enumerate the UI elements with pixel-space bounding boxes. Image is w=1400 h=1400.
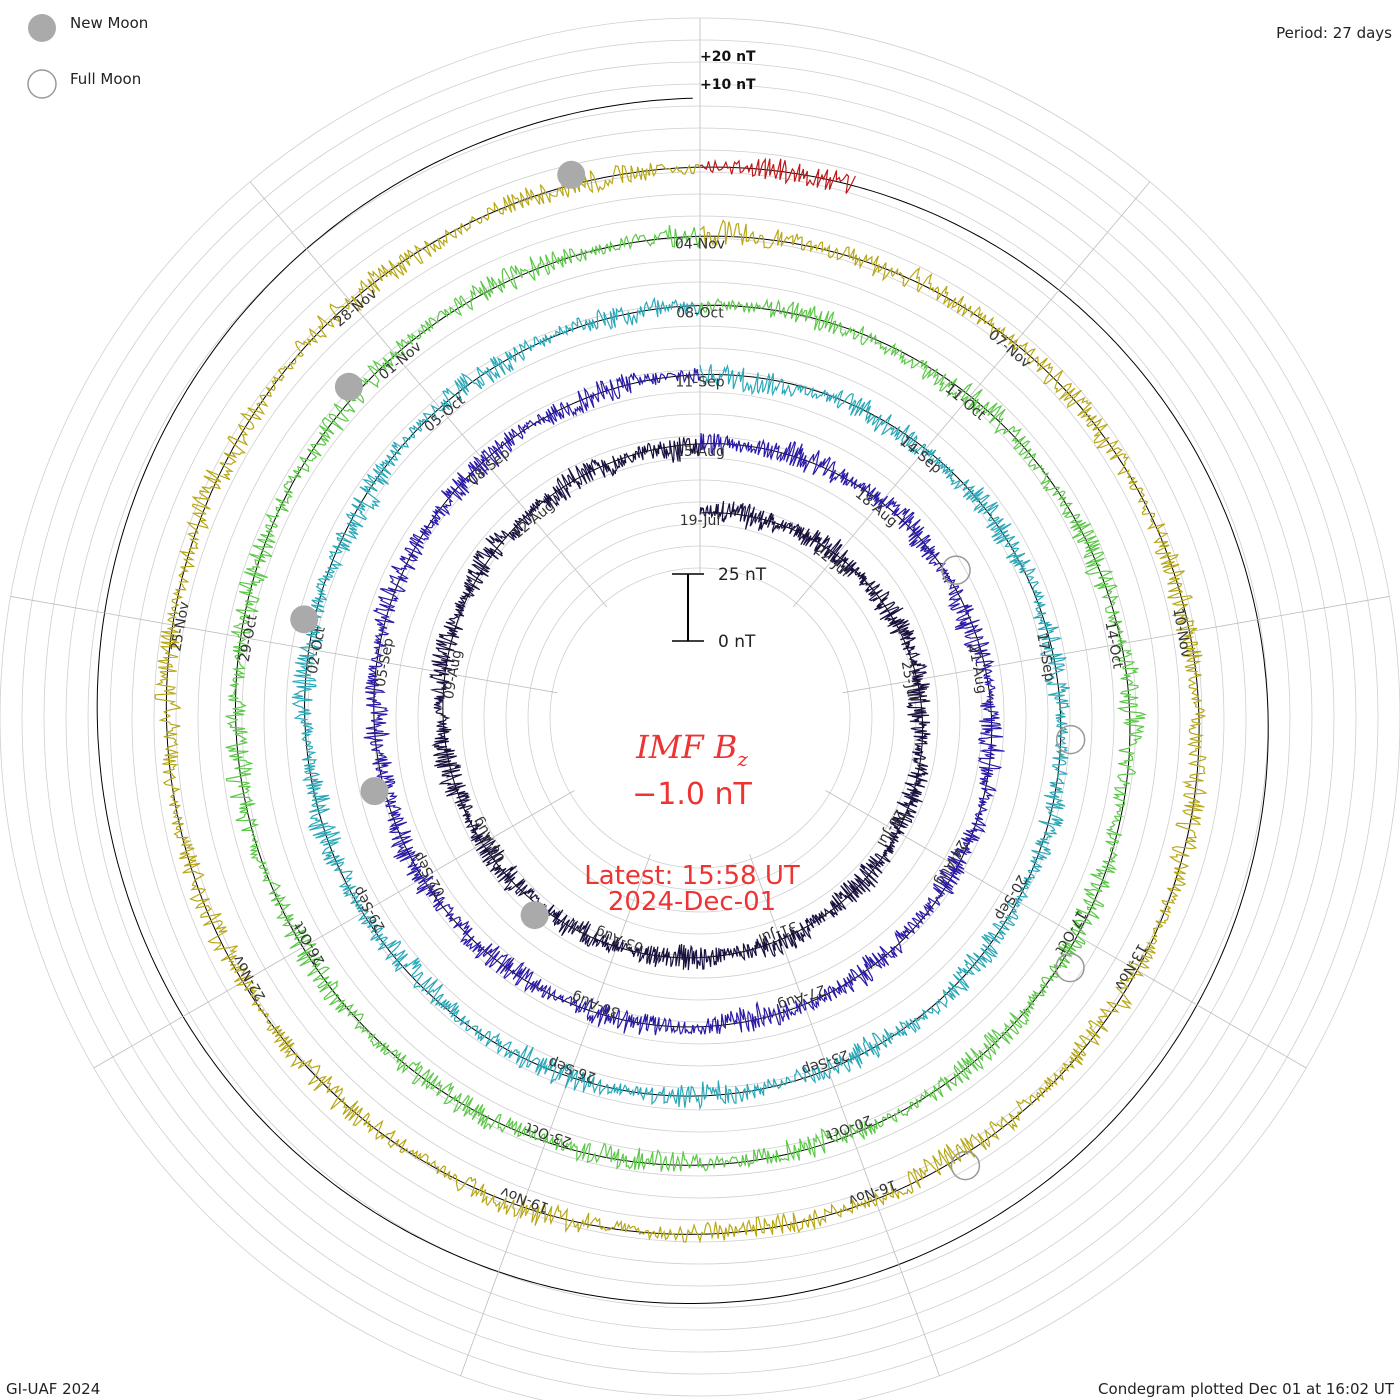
day-spoke xyxy=(93,790,575,1069)
bz-trace-series xyxy=(291,296,1071,1111)
full-moon-marker xyxy=(941,555,971,585)
day-spoke xyxy=(249,181,608,608)
grid-ring xyxy=(505,523,895,913)
bz-value: −1.0 nT xyxy=(632,777,752,812)
bz-trace-series xyxy=(154,163,1208,1244)
date-label: 15-Aug xyxy=(675,444,725,460)
latest-date: 2024-Dec-01 xyxy=(608,887,776,917)
new-moon-marker xyxy=(520,901,549,930)
period-label: Period: 27 days xyxy=(1276,24,1392,42)
grid-ring xyxy=(549,567,851,869)
date-label: 26-Oct xyxy=(291,918,329,968)
bz-traces xyxy=(154,157,1208,1244)
ring-label-plus20: +20 nT xyxy=(700,49,756,65)
bz-trace-series xyxy=(363,368,1005,1036)
day-spoke xyxy=(10,596,558,694)
new-moon-marker xyxy=(290,605,319,634)
credit-label: GI-UAF 2024 xyxy=(6,1380,100,1398)
date-label: 14-Oct xyxy=(1102,620,1126,670)
date-label: 10-Nov xyxy=(1169,607,1193,659)
day-spoke xyxy=(749,854,940,1376)
date-label: 14-Sep xyxy=(896,433,944,477)
scale-bar xyxy=(672,573,704,642)
scale-top-label: 25 nT xyxy=(718,565,767,585)
full-moon-marker xyxy=(950,1150,981,1181)
date-label: 17-Sep xyxy=(1033,631,1057,682)
date-label: 22-Nov xyxy=(230,952,269,1003)
full-moon-marker xyxy=(1055,724,1086,755)
day-spokes xyxy=(10,18,1390,1376)
day-spoke xyxy=(460,854,651,1376)
date-label: 07-Nov xyxy=(985,327,1034,372)
date-label: 25-Jul xyxy=(898,660,921,703)
date-label: 23-Oct xyxy=(523,1119,574,1150)
date-label: 29-Oct xyxy=(237,613,261,663)
plotted-label: Condegram plotted Dec 01 at 16:02 UT xyxy=(1098,1380,1395,1398)
date-label: 04-Nov xyxy=(675,236,725,252)
new-moon-legend-label: New Moon xyxy=(70,14,148,32)
imf-title: IMF Bz xyxy=(635,728,748,771)
date-label: 11-Sep xyxy=(675,375,724,391)
moon-markers xyxy=(290,160,1086,1181)
grid-ring xyxy=(527,545,873,891)
date-label: 06-Aug xyxy=(470,814,509,865)
full-moon-legend-label: Full Moon xyxy=(70,70,141,88)
date-labels: 19-Jul22-Jul25-Jul28-Jul31-Jul03-Aug06-A… xyxy=(168,236,1194,1215)
bz-trace-series xyxy=(428,437,931,971)
date-label: 05-Sep xyxy=(373,637,397,688)
date-label: 16-Nov xyxy=(846,1176,899,1208)
date-label: 18-Aug xyxy=(852,486,901,530)
date-label: 08-Oct xyxy=(676,306,724,322)
new-moon-marker xyxy=(557,160,586,189)
day-spoke xyxy=(825,790,1307,1069)
full-moon-marker xyxy=(1055,952,1085,983)
date-label: 03-Aug xyxy=(593,923,645,955)
scale-bottom-label: 0 nT xyxy=(718,632,756,652)
date-label: 27-Aug xyxy=(775,981,827,1013)
date-label: 20-Oct xyxy=(823,1111,874,1142)
new-moon-legend-icon xyxy=(28,14,56,42)
day-spoke xyxy=(842,596,1390,694)
date-label: 13-Nov xyxy=(1111,941,1150,992)
latest-time: Latest: 15:58 UT xyxy=(584,861,800,891)
zero-baseline-spiral xyxy=(96,97,1269,1304)
date-label: 19-Jul xyxy=(680,513,721,529)
day-spoke xyxy=(792,181,1151,608)
new-moon-marker xyxy=(360,777,389,806)
bz-trace-series xyxy=(225,225,1148,1172)
date-label: 11-Oct xyxy=(942,381,989,424)
new-moon-marker xyxy=(334,372,363,401)
bz-trace-series xyxy=(699,157,856,194)
full-moon-legend-icon xyxy=(27,69,57,99)
ring-label-plus10: +10 nT xyxy=(700,77,756,93)
